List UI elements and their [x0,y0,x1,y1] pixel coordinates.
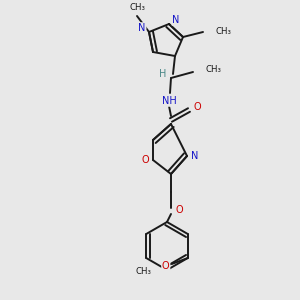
Text: O: O [141,155,149,165]
Text: N: N [172,15,180,25]
Text: CH₃: CH₃ [129,4,145,13]
Text: CH₃: CH₃ [136,268,152,277]
Text: CH₃: CH₃ [215,28,231,37]
Text: O: O [175,205,183,215]
Text: N: N [138,23,146,33]
Text: O: O [193,102,201,112]
Text: N: N [191,151,199,161]
Text: CH₃: CH₃ [206,65,222,74]
Text: O: O [162,261,169,271]
Text: NH: NH [162,96,176,106]
Text: H: H [159,69,167,79]
